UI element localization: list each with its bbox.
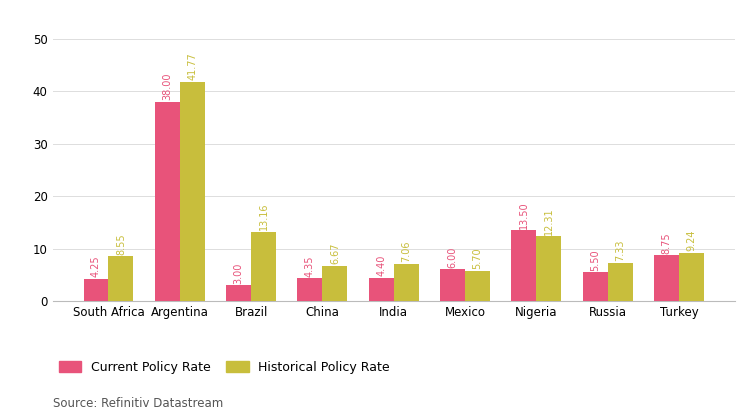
Text: 6.00: 6.00 [448, 247, 458, 268]
Bar [654, 255, 679, 301]
Bar [369, 278, 394, 301]
Text: 4.25: 4.25 [91, 255, 101, 277]
Text: 41.77: 41.77 [188, 53, 197, 80]
Bar [298, 278, 322, 301]
Bar [536, 237, 561, 301]
Bar [465, 271, 490, 301]
Bar [251, 232, 276, 301]
Bar [679, 252, 704, 301]
Text: 9.24: 9.24 [686, 229, 697, 251]
Text: 8.75: 8.75 [662, 232, 671, 253]
Text: 13.50: 13.50 [519, 201, 529, 229]
Text: 8.55: 8.55 [116, 233, 126, 255]
Bar [226, 285, 251, 301]
Text: 12.31: 12.31 [544, 207, 554, 235]
Legend: Current Policy Rate, Historical Policy Rate: Current Policy Rate, Historical Policy R… [58, 361, 390, 374]
Text: 5.50: 5.50 [590, 249, 600, 270]
Text: 6.67: 6.67 [330, 243, 340, 265]
Bar [154, 102, 180, 301]
Bar [583, 272, 608, 301]
Bar [180, 82, 205, 301]
Bar [608, 263, 633, 301]
Bar [394, 264, 418, 301]
Bar [440, 270, 465, 301]
Text: 4.35: 4.35 [305, 255, 315, 277]
Text: 13.16: 13.16 [259, 203, 268, 230]
Text: 5.70: 5.70 [472, 248, 482, 270]
Text: 7.33: 7.33 [615, 240, 626, 261]
Bar [322, 266, 347, 301]
Text: 4.40: 4.40 [376, 255, 386, 276]
Bar [109, 256, 134, 301]
Bar [83, 279, 109, 301]
Text: 7.06: 7.06 [401, 241, 411, 263]
Text: Source: Refinitiv Datastream: Source: Refinitiv Datastream [53, 397, 223, 410]
Text: 3.00: 3.00 [234, 262, 244, 284]
Text: 38.00: 38.00 [162, 73, 172, 100]
Bar [512, 230, 536, 301]
